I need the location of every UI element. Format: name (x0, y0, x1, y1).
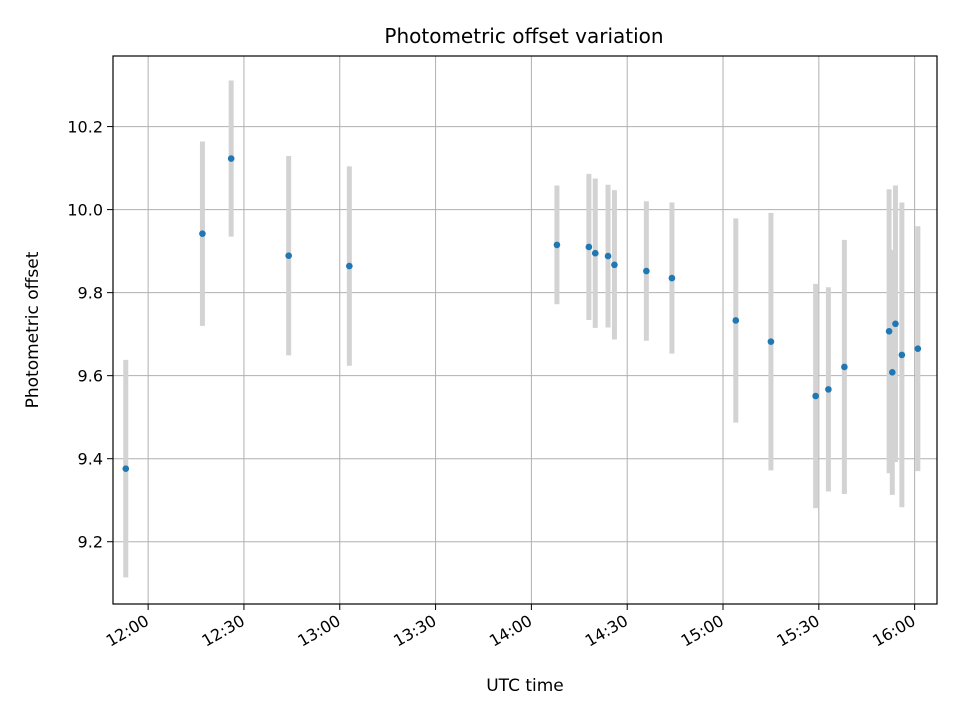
x-tick-label: 14:00 (486, 611, 535, 651)
data-point (643, 267, 650, 275)
data-point (885, 327, 893, 335)
y-tick-label: 9.6 (78, 367, 103, 386)
x-tick-label: 13:00 (294, 611, 343, 651)
y-tick-label: 9.2 (78, 533, 103, 552)
data-point (825, 386, 832, 393)
x-tick-label: 12:30 (199, 611, 248, 651)
x-tick-label: 16:00 (869, 611, 918, 651)
data-point (732, 317, 740, 324)
y-tick-label: 10.0 (67, 201, 103, 220)
data-point (841, 363, 848, 371)
y-tick-label: 9.4 (78, 450, 103, 469)
y-axis-ticks: 9.2 9.4 9.6 9.8 10.0 10.2 (67, 118, 113, 552)
data-point (553, 241, 561, 249)
y-tick-label: 9.8 (78, 284, 103, 303)
x-axis-ticks: 12:00 12:30 13:00 13:30 14:00 14:30 15:00 15:30… (103, 604, 919, 651)
x-tick-label: 14:30 (582, 611, 631, 651)
data-point (888, 369, 896, 376)
data-point (199, 230, 206, 237)
plot-frame (112, 55, 938, 605)
y-axis-label: Photometric offset (23, 251, 43, 408)
y-tick-label: 10.2 (67, 118, 103, 137)
data-point (227, 155, 235, 162)
data-point (767, 338, 775, 345)
x-axis-label: UTC time (486, 676, 564, 696)
data-point (914, 345, 922, 352)
data-point (346, 262, 353, 270)
error-bars (123, 80, 921, 578)
x-tick-label: 15:30 (773, 611, 822, 651)
data-point (611, 261, 618, 269)
data-point (898, 351, 906, 359)
data-points (122, 155, 922, 472)
data-point (122, 465, 130, 472)
data-point (892, 320, 899, 328)
x-tick-label: 13:30 (390, 611, 439, 651)
data-point (591, 249, 599, 257)
data-point (285, 252, 292, 259)
x-tick-label: 12:00 (103, 611, 152, 651)
data-point (668, 274, 676, 282)
chart-title: Photometric offset variation (384, 24, 663, 48)
data-point (812, 392, 819, 400)
data-point (585, 243, 593, 251)
x-tick-label: 15:00 (678, 611, 727, 651)
grid-lines (113, 56, 937, 604)
data-point (604, 252, 612, 260)
